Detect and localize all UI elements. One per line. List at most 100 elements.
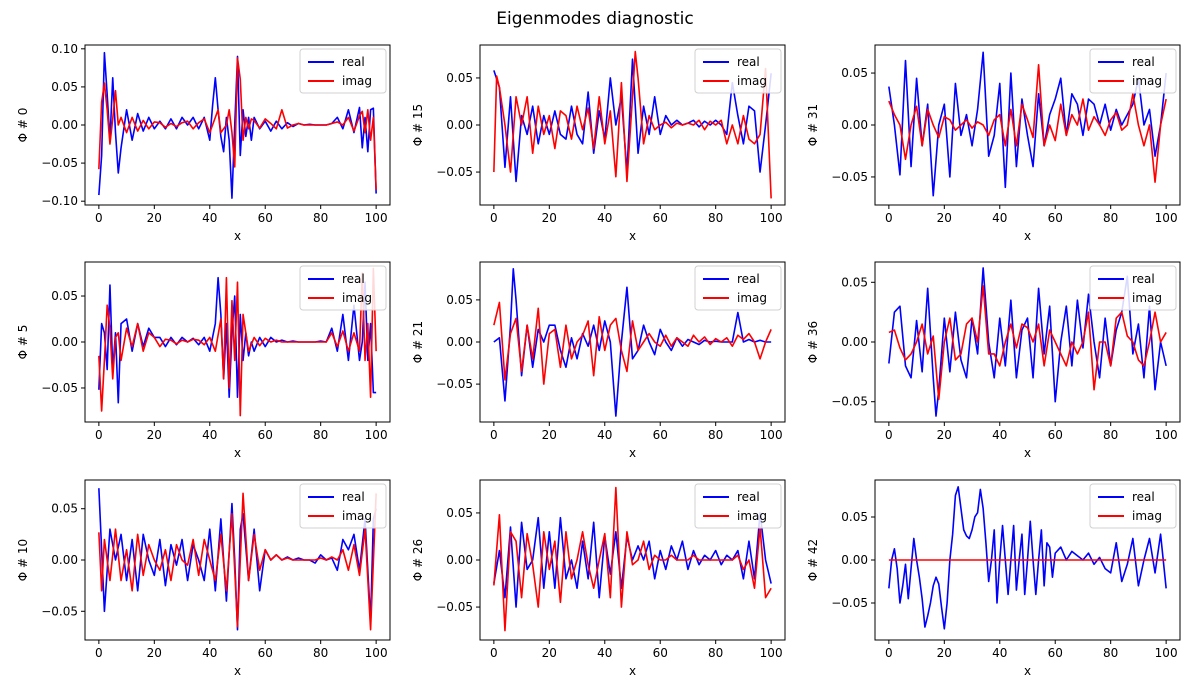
x-axis-label: x — [1024, 664, 1031, 678]
x-tick-label: 40 — [202, 646, 217, 660]
x-tick-label: 0 — [95, 211, 103, 225]
y-axis-label: Φ # 26 — [411, 539, 425, 581]
x-tick-label: 80 — [708, 646, 723, 660]
legend-label-real: real — [737, 55, 760, 69]
y-tick-label: 0.05 — [446, 506, 473, 520]
legend: real imag — [1089, 483, 1177, 529]
y-tick-label: 0.00 — [446, 553, 473, 567]
legend: real imag — [694, 48, 782, 94]
x-tick-label: 100 — [365, 428, 388, 442]
x-axis-label: x — [234, 229, 241, 243]
x-tick-label: 100 — [1155, 646, 1178, 660]
subplot-5: 0 20 40 60 80 100 −0.05 0.00 0.05 x Φ # 36 real imag — [806, 261, 1181, 460]
series-line-imag — [98, 492, 377, 631]
x-tick-label: 80 — [313, 211, 328, 225]
y-tick-label: −0.05 — [41, 604, 78, 618]
y-tick-label: −0.10 — [41, 194, 78, 208]
x-tick-label: 60 — [653, 428, 668, 442]
x-tick-label: 100 — [1155, 211, 1178, 225]
series-line-imag — [888, 285, 1167, 401]
x-tick-label: 40 — [202, 211, 217, 225]
series-line-imag — [888, 63, 1167, 183]
y-axis-label: Φ # 5 — [16, 325, 30, 360]
subplot-1: 0 20 40 60 80 100 −0.05 0.00 0.05 x Φ # 15 real imag — [411, 44, 786, 243]
x-tick-label: 80 — [1103, 428, 1118, 442]
y-tick-label: 0.05 — [51, 502, 78, 516]
x-tick-label: 0 — [490, 211, 498, 225]
x-tick-label: 60 — [1048, 428, 1063, 442]
x-axis-label: x — [629, 446, 636, 460]
x-tick-label: 20 — [542, 428, 557, 442]
x-tick-label: 20 — [937, 211, 952, 225]
x-tick-label: 100 — [1155, 428, 1178, 442]
x-tick-label: 60 — [258, 211, 273, 225]
legend-label-imag: imag — [737, 291, 767, 305]
legend-label-imag: imag — [737, 509, 767, 523]
x-tick-label: 20 — [937, 428, 952, 442]
subplot-3: 0 20 40 60 80 100 −0.05 0.00 0.05 x Φ # 5 real imag — [16, 261, 391, 460]
legend-label-imag: imag — [1132, 509, 1162, 523]
x-axis-label: x — [629, 664, 636, 678]
y-tick-label: 0.05 — [51, 289, 78, 303]
legend: real imag — [1089, 48, 1177, 94]
y-tick-label: 0.05 — [841, 66, 868, 80]
x-tick-label: 60 — [653, 646, 668, 660]
y-axis-label: Φ # 0 — [16, 108, 30, 143]
x-tick-label: 60 — [258, 428, 273, 442]
subplot-7: 0 20 40 60 80 100 −0.05 0.00 0.05 x Φ # 26 real imag — [411, 479, 786, 678]
x-tick-label: 100 — [365, 646, 388, 660]
x-tick-label: 100 — [760, 428, 783, 442]
legend-label-imag: imag — [737, 74, 767, 88]
x-tick-label: 40 — [992, 428, 1007, 442]
y-tick-label: 0.00 — [446, 118, 473, 132]
x-tick-label: 100 — [760, 646, 783, 660]
legend-label-real: real — [1132, 272, 1155, 286]
subplot-6: 0 20 40 60 80 100 −0.05 0.00 0.05 x Φ # 10 real imag — [16, 479, 391, 678]
legend-label-imag: imag — [1132, 291, 1162, 305]
y-tick-label: 0.05 — [841, 510, 868, 524]
series-line-imag — [98, 57, 377, 190]
x-tick-label: 20 — [147, 211, 162, 225]
x-tick-label: 40 — [597, 646, 612, 660]
x-tick-label: 20 — [542, 646, 557, 660]
x-tick-label: 20 — [937, 646, 952, 660]
x-tick-label: 0 — [885, 211, 893, 225]
x-tick-label: 80 — [1103, 646, 1118, 660]
figure-title: Eigenmodes diagnostic — [496, 9, 693, 29]
series-line-real — [888, 267, 1167, 417]
y-tick-label: −0.05 — [436, 600, 473, 614]
x-axis-label: x — [234, 446, 241, 460]
y-axis-label: Φ # 36 — [806, 321, 820, 363]
x-tick-label: 60 — [1048, 646, 1063, 660]
series-line-imag — [493, 301, 772, 385]
y-tick-label: 0.05 — [446, 293, 473, 307]
subplot-8: 0 20 40 60 80 100 −0.05 0.00 0.05 x Φ # 42 real imag — [806, 479, 1181, 678]
legend-label-imag: imag — [342, 509, 372, 523]
series-line-real — [493, 58, 772, 183]
x-tick-label: 0 — [885, 646, 893, 660]
legend-label-real: real — [342, 55, 365, 69]
y-tick-label: 0.00 — [51, 335, 78, 349]
legend-label-real: real — [737, 272, 760, 286]
legend: real imag — [299, 48, 387, 94]
x-tick-label: 0 — [490, 428, 498, 442]
y-tick-label: −0.05 — [436, 165, 473, 179]
subplot-0: 0 20 40 60 80 100 −0.10 −0.05 0.00 0.05 0.10 x Φ # 0… — [16, 42, 391, 243]
series-line-imag — [98, 267, 377, 417]
x-tick-label: 20 — [147, 646, 162, 660]
legend-label-real: real — [1132, 55, 1155, 69]
y-axis-label: Φ # 15 — [411, 104, 425, 146]
y-tick-label: −0.05 — [831, 170, 868, 184]
series-line-real — [888, 51, 1167, 197]
series-line-imag — [493, 50, 772, 199]
x-tick-label: 0 — [95, 428, 103, 442]
legend: real imag — [1089, 265, 1177, 311]
x-tick-label: 80 — [1103, 211, 1118, 225]
x-axis-label: x — [234, 664, 241, 678]
y-tick-label: 0.00 — [841, 335, 868, 349]
subplot-4: 0 20 40 60 80 100 −0.05 0.00 0.05 x Φ # 21 real imag — [411, 261, 786, 460]
y-tick-label: 0.05 — [841, 275, 868, 289]
x-tick-label: 40 — [597, 428, 612, 442]
